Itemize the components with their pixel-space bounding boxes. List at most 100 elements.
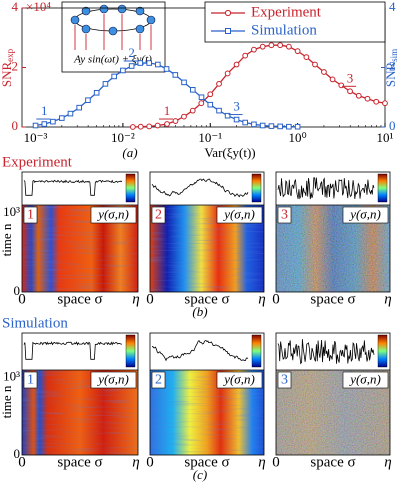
x-axis-label: Var(ξy(t)) (204, 145, 255, 160)
marker (146, 60, 152, 66)
curve-label: 3 (347, 70, 354, 85)
trace (277, 339, 375, 365)
trace (151, 178, 249, 198)
field-box (342, 206, 389, 224)
marker (163, 66, 170, 72)
marker (128, 63, 135, 69)
field-label: y(σ,n) (222, 371, 255, 386)
marker (198, 94, 205, 101)
space-label: space σ (57, 291, 102, 307)
marker (59, 115, 65, 121)
marker (303, 54, 310, 60)
marker (181, 113, 187, 120)
marker (216, 107, 222, 114)
field-box (342, 371, 389, 389)
marker (41, 121, 48, 127)
marker (67, 110, 74, 117)
heatmap-frame (21, 171, 139, 293)
marker (233, 116, 240, 123)
y-tick-label: 0 (12, 118, 19, 133)
colorbar (251, 334, 262, 368)
space-label: space σ (184, 454, 229, 470)
marker (155, 61, 161, 68)
marker (355, 92, 362, 99)
heatmap-frame (21, 332, 139, 456)
marker (111, 73, 117, 80)
space-start: 0 (18, 291, 26, 307)
marker (259, 43, 266, 50)
marker (242, 119, 248, 126)
number-box (151, 371, 166, 389)
marker (172, 118, 179, 124)
y-axis-label: SNRsim (383, 49, 399, 87)
marker (268, 123, 275, 129)
marker (338, 82, 345, 89)
marker (137, 60, 144, 66)
marker (189, 107, 196, 114)
space-start: 0 (272, 291, 280, 307)
trace (151, 340, 249, 362)
y-axis-label-main: SNR (0, 62, 14, 88)
curve-label: 2 (128, 45, 135, 60)
marker (294, 123, 301, 130)
colorbar (377, 173, 388, 203)
number-box (23, 371, 38, 389)
legend-label: Simulation (251, 22, 317, 38)
marker (364, 95, 371, 102)
marker (268, 42, 275, 49)
row-title: Experiment (2, 154, 73, 170)
panel-number: 2 (155, 373, 162, 388)
x-tick-label: 10⁰ (289, 130, 307, 145)
y-axis-label-sub: exp (5, 48, 15, 61)
y-tick-label: 2 (12, 58, 19, 73)
marker (224, 112, 231, 119)
colorbar (125, 334, 136, 368)
space-start: 0 (18, 454, 26, 470)
trace (23, 341, 122, 360)
marker (164, 121, 170, 127)
panel-number: 3 (281, 208, 288, 223)
x-tick-label: 10⁻¹ (198, 130, 222, 145)
heatmap-frame (275, 332, 391, 456)
marker (50, 118, 56, 125)
heatmap-frame (149, 332, 265, 456)
space-start: 0 (146, 291, 154, 307)
space-label: space σ (184, 291, 229, 307)
marker (216, 80, 222, 87)
panel-label: (c) (193, 467, 207, 482)
space-end: η (384, 291, 391, 307)
marker (286, 123, 292, 130)
marker (242, 52, 249, 59)
panel-label: (b) (192, 304, 207, 319)
marker (102, 81, 109, 87)
number-box (277, 206, 292, 224)
curve-label: 1 (41, 103, 48, 118)
time-tick-label: 0 (14, 446, 21, 461)
y-axis-label-sub: sim (389, 49, 399, 62)
marker (294, 48, 301, 55)
marker (329, 76, 336, 83)
panel-number: 1 (27, 373, 34, 388)
marker (181, 79, 187, 86)
time-axis-label: time n (0, 385, 14, 418)
marker (120, 67, 126, 74)
space-start: 0 (146, 454, 154, 470)
marker (129, 124, 136, 130)
space-end: η (258, 291, 265, 307)
marker (277, 42, 284, 49)
trace (277, 177, 375, 200)
colorbar (125, 173, 136, 203)
field-box (90, 206, 137, 224)
space-end: η (132, 454, 139, 470)
field-label: y(σ,n) (96, 206, 129, 221)
space-end: η (384, 454, 391, 470)
field-label: y(σ,n) (348, 371, 381, 386)
number-box (151, 206, 166, 224)
trace (23, 179, 123, 196)
space-start: 0 (272, 454, 280, 470)
marker (224, 70, 231, 77)
colorbar (251, 173, 262, 203)
marker (207, 91, 214, 98)
